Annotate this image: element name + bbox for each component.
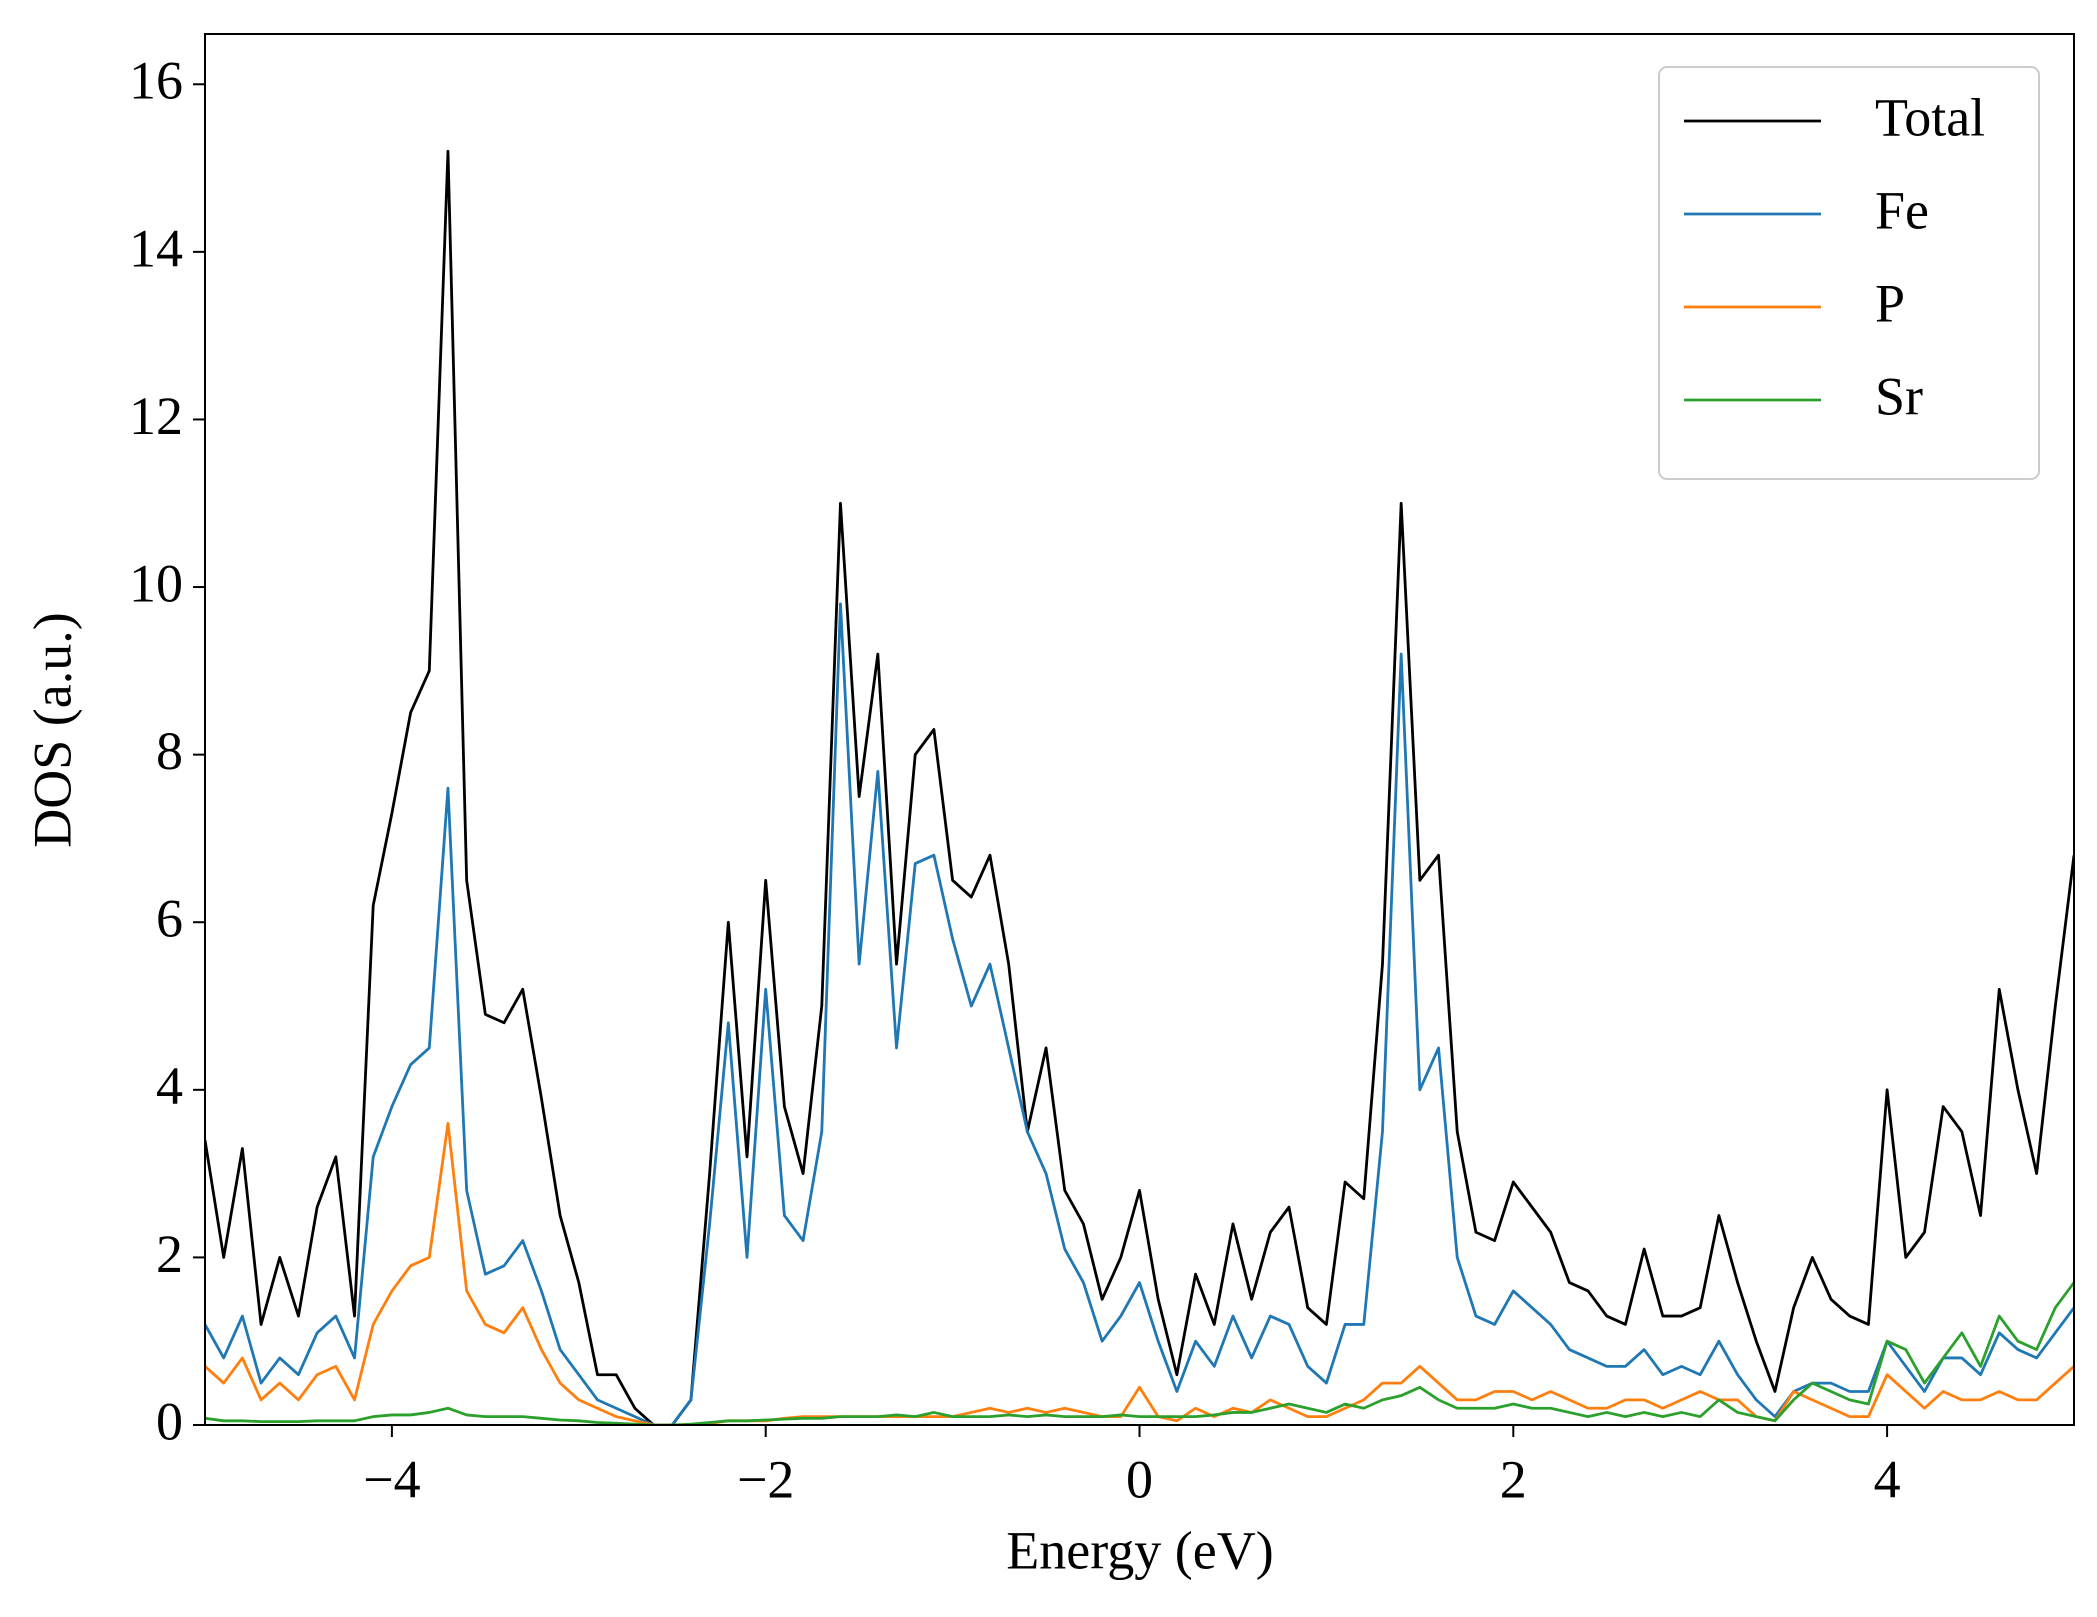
- y-tick-label: 8: [156, 721, 183, 781]
- legend-label: P: [1875, 273, 1905, 333]
- y-tick-label: 0: [156, 1391, 183, 1451]
- x-tick-label: 4: [1874, 1449, 1901, 1509]
- x-tick-label: −4: [363, 1449, 420, 1509]
- y-tick-label: 10: [129, 553, 183, 613]
- y-tick-label: 14: [129, 218, 183, 278]
- x-axis-label: Energy (eV): [1006, 1520, 1273, 1580]
- x-tick-label: −2: [737, 1449, 794, 1509]
- series-line: [205, 1281, 2074, 1425]
- x-tick-label: 2: [1500, 1449, 1527, 1509]
- y-tick-label: 12: [129, 386, 183, 446]
- y-tick-label: 16: [129, 51, 183, 111]
- y-axis-label: DOS (a.u.): [22, 612, 82, 847]
- y-tick-label: 6: [156, 889, 183, 949]
- series-line: [205, 602, 2074, 1425]
- legend-label: Total: [1875, 87, 1985, 147]
- legend-label: Fe: [1875, 180, 1929, 240]
- legend-box: [1658, 66, 2040, 480]
- x-tick-label: 0: [1126, 1449, 1153, 1509]
- y-tick-label: 2: [156, 1224, 183, 1284]
- plot-frame: [204, 33, 2075, 1426]
- y-tick-label: 4: [156, 1056, 183, 1116]
- series-line: [205, 149, 2074, 1425]
- legend-label: Sr: [1875, 366, 1923, 426]
